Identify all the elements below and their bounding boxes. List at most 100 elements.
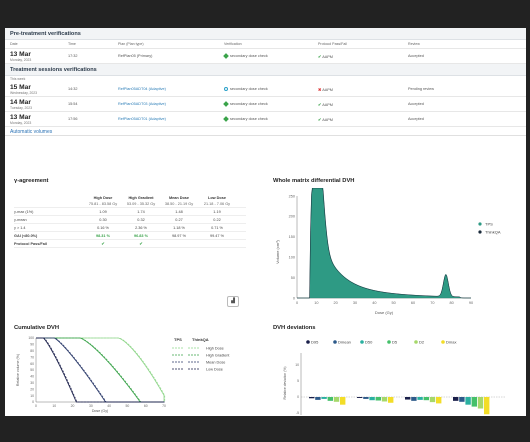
gamma-header-mean-dose: Mean Dose [168, 195, 190, 200]
legend-label: Dmean [338, 339, 351, 344]
plan-link[interactable]: RefPlan05ADT04 (Adaptive) [118, 87, 166, 91]
legend-label: D2 [419, 339, 425, 344]
y-tick-label: 150 [289, 235, 295, 239]
row-verification: secondary dose check [204, 116, 288, 122]
col-verification: Verification [224, 42, 242, 46]
legend-swatch [333, 340, 337, 344]
legend-swatch [414, 340, 418, 344]
gamma-cell: 0.22 [213, 217, 221, 222]
y-tick-label: 0 [293, 296, 295, 300]
deviation-bar [477, 397, 484, 409]
app-window: Pre-treatment verifications Date Time Pl… [5, 28, 526, 416]
row-plan: RefPlan05 (Primary) [118, 54, 153, 58]
row-review: Accepted [408, 117, 424, 121]
x-tick-label: 10 [314, 301, 318, 305]
row-result: ✔AAPM [288, 117, 368, 122]
x-tick-label: 30 [353, 301, 357, 305]
gamma-row-label: γ-max (1%) [14, 209, 34, 214]
deviation-bar [423, 397, 429, 401]
row-verification: secondary dose check [204, 101, 288, 107]
check-icon: ✔ [318, 117, 322, 122]
gamma-cell: 0.32 [137, 217, 145, 222]
plan-link[interactable]: RefPlan05ADT03 (Adaptive) [118, 102, 166, 106]
table-row[interactable]: 14 Mar Tuesday, 2023 15:54 RefPlan05ADT0… [5, 97, 526, 112]
plan-link[interactable]: RefPlan05ADT01 (Adaptive) [118, 117, 166, 121]
x-tick-label: 70 [162, 404, 166, 408]
col-time: Time [68, 42, 76, 46]
gamma-title: γ-agreement [14, 178, 49, 184]
legend-swatch [306, 340, 310, 344]
check-icon: ✔ [318, 54, 322, 59]
y-tick-label: 50 [291, 276, 295, 280]
gamma-cell: 0.16 % [97, 225, 109, 230]
gamma-cell: 1.09 [99, 209, 107, 214]
deviation-bar [315, 397, 321, 400]
legend-swatch [387, 340, 391, 344]
gamma-row: γ-mean 0.30 0.32 0.27 0.22 [14, 216, 246, 224]
legend-swatch-thinkqa [478, 230, 482, 234]
deviation-bar [357, 397, 363, 398]
deviation-bar [333, 397, 340, 402]
row-time: 17:56 [68, 117, 78, 121]
table-row[interactable]: 13 Mar Monday, 2023 17:56 RefPlan05ADT01… [5, 112, 526, 127]
row-review: Accepted [408, 54, 424, 58]
date-day: 14 Mar [10, 98, 31, 106]
y-tick-label: 5 [297, 379, 299, 383]
gamma-cell: 0.27 [175, 217, 183, 222]
check-icon: ✔ [101, 242, 105, 246]
check-icon: ✔ [139, 242, 143, 246]
gamma-cell: 98.97 % [172, 233, 186, 238]
protocol-cell: ✔ [84, 241, 122, 246]
dev-ylabel: Relative deviation (%) [283, 367, 287, 400]
protocol-label: Protocol Pass/Fail [14, 241, 47, 246]
col-date: Date [10, 42, 18, 46]
verification-label: secondary dose check [230, 54, 268, 58]
table-row[interactable]: 15 Mar Wednesday, 2023 14:32 RefPlan05AD… [5, 82, 526, 97]
automatic-volumes-link[interactable]: Automatic volumes [5, 127, 526, 136]
y-tick-label: 0 [32, 400, 34, 404]
deviation-bar [405, 397, 411, 400]
y-tick-label: 10 [30, 394, 34, 398]
deviation-bar [388, 397, 394, 403]
deviation-bar [369, 397, 375, 401]
y-tick-label: 40 [30, 375, 34, 379]
thinkqa-curve [36, 337, 165, 403]
deviation-bar [375, 397, 381, 401]
y-tick-label: 200 [289, 215, 295, 219]
deviation-bar [327, 397, 333, 401]
legend-label: High Dose [206, 346, 224, 350]
gamma-subheader-row: 75.81 - 83.58 Gy 53.09 - 35.32 Gy 38.50 … [14, 201, 246, 208]
pending-circle-icon [224, 87, 228, 91]
gamma-table: High Dose High Gradient Mean Dose Low Do… [14, 194, 246, 248]
gamma-cell: 98.31 % [96, 233, 110, 238]
col-review: Review [408, 42, 420, 46]
row-result: ✖AAPM [288, 87, 368, 92]
table-row[interactable]: 13 Mar Monday, 2023 17:32 RefPlan05 (Pri… [5, 49, 526, 64]
deviation-bar [321, 397, 327, 399]
y-tick-label: 70 [30, 355, 34, 359]
tps-curve [36, 337, 165, 402]
legend-label: Low Dose [206, 367, 223, 371]
deviation-bar [411, 397, 417, 401]
x-tick-label: 80 [450, 301, 454, 305]
x-tick-label: 70 [430, 301, 434, 305]
y-tick-label: 0 [297, 395, 299, 399]
gamma-row: γ-max (1%) 1.09 1.74 1.48 1.19 [14, 208, 246, 216]
gamma-cell: 96.83 % [134, 233, 148, 238]
deviation-bar [436, 397, 442, 404]
x-tick-label: 20 [71, 404, 75, 408]
gamma-header-row: High Dose High Gradient Mean Dose Low Do… [14, 194, 246, 201]
verification-label: secondary dose check [230, 117, 268, 121]
x-tick-label: 50 [126, 404, 130, 408]
chart-view-button[interactable]: ▟ [227, 296, 239, 307]
check-diamond-icon [223, 53, 229, 59]
row-date: 13 Mar Monday, 2023 [10, 51, 68, 62]
whole-dvh-xlabel: Dose (Gy) [375, 310, 394, 315]
x-tick-label: 90 [469, 301, 473, 305]
date-weekday: Monday, 2023 [10, 57, 32, 62]
legend-header-tps: TPS [174, 337, 182, 342]
x-tick-label: 60 [411, 301, 415, 305]
legend-label: High Gradient [206, 353, 230, 357]
row-time: 14:32 [68, 87, 78, 91]
x-tick-label: 10 [52, 404, 56, 408]
